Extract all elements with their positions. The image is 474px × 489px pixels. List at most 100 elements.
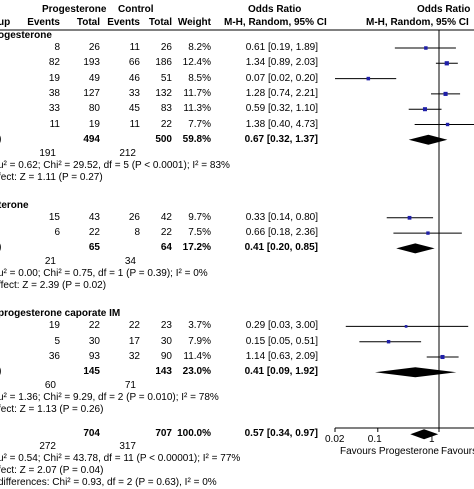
ci-cell: 0.07 [0.02, 0.20] [245,72,318,84]
subtotal-weight: 17.2% [182,242,211,254]
ci-cell: 0.33 [0.14, 0.80] [245,211,318,223]
subtotal-total1: 145 [83,366,100,378]
subgroup-heterogeneity: u² = 1.36; Chi² = 9.29, df = 2 (P = 0.01… [0,392,219,404]
subgroup-heterogeneity: u² = 0.00; Chi² = 0.75, df = 1 (P = 0.39… [0,268,208,280]
events2-cell: 32 [128,351,140,362]
subgroup-title: ogesterone [0,30,52,41]
events1-header: Events [27,17,60,28]
subtotal-label: ) [0,366,1,378]
events1-cell: 19 [48,320,60,332]
effect-square [407,215,412,220]
ci-cell: 0.59 [0.32, 1.10] [245,103,318,115]
odds-ratio-plot-header: Odds Ratio [417,4,471,15]
subtotal-label: ) [0,134,1,146]
events1-cell: 19 [48,72,60,84]
subgroup-events2: 34 [124,256,136,268]
total1-cell: 19 [88,118,100,130]
total2-cell: 30 [160,335,172,347]
odds-ratio-header: Odds Ratio [248,4,302,15]
events2-cell: 11 [129,42,140,53]
subtotal-total2: 143 [155,366,172,378]
ci-cell: 1.28 [0.74, 2.21] [245,87,318,99]
ci-cell: 1.34 [0.89, 2.03] [245,57,318,69]
ci-cell: 1.14 [0.63, 2.09] [245,351,318,362]
subtotal-total1: 65 [88,242,100,254]
events1-cell: 33 [48,103,60,115]
ci-cell: 0.15 [0.05, 0.51] [245,335,318,347]
events2-cell: 33 [128,87,140,99]
overall-ci: 0.57 [0.34, 0.97] [244,428,318,440]
effect-square [424,46,428,50]
group2-header: Control [118,4,154,15]
subgroup-differences: differences: Chi² = 0.93, df = 2 (P = 0.… [0,477,217,489]
subgroup-events1: 60 [44,380,56,392]
subtotal-diamond [374,367,457,378]
total2-cell: 90 [160,351,172,362]
effect-square [443,91,448,96]
overall-events1: 272 [39,441,56,453]
total2-cell: 23 [160,320,172,332]
total2-cell: 26 [160,42,172,53]
events2-cell: 17 [128,335,140,347]
weight-cell: 7.5% [188,227,211,239]
study-header: up [0,17,11,28]
subgroup-events1: 191 [39,147,56,159]
total1-header: Total [76,17,100,28]
total2-cell: 83 [160,103,172,115]
weight-cell: 3.7% [188,320,211,332]
effect-square [422,107,427,112]
events1-cell: 36 [48,351,60,362]
events2-cell: 26 [128,211,140,223]
group1-header: Progesterone [42,4,107,15]
total1-cell: 22 [88,320,100,332]
weight-cell: 12.4% [182,57,211,69]
subtotal-total2: 64 [160,242,172,254]
total1-cell: 30 [88,335,100,347]
total2-cell: 22 [160,227,172,239]
events1-cell: 11 [49,118,60,130]
effect-square [426,231,430,235]
x-tick-label: 0.02 [325,434,345,445]
total2-header: Total [148,17,172,28]
total1-cell: 193 [83,57,100,69]
ci-cell: 0.29 [0.03, 3.00] [245,320,318,332]
total1-cell: 22 [88,227,100,239]
events1-cell: 6 [54,227,60,239]
events1-cell: 38 [48,87,60,99]
total1-cell: 93 [88,351,100,362]
subgroup-title: progesterone caporate IM [0,308,121,320]
favours-left-label: Favours Progesterone [340,446,439,457]
subtotal-weight: 59.8% [182,133,211,145]
events2-cell: 45 [128,103,140,115]
method-header: M-H, Random, 95% CI [224,17,327,28]
effect-square [445,122,450,127]
ci-cell: 0.66 [0.18, 2.36] [245,227,318,239]
subgroup-title: terone [0,199,29,211]
overall-total2: 707 [155,428,172,440]
total1-cell: 43 [88,211,100,223]
subtotal-ci: 0.67 [0.32, 1.37] [244,133,318,145]
subtotal-weight: 23.0% [182,366,211,378]
overall-events2: 317 [119,441,136,453]
effect-square [444,61,449,66]
x-tick-label: 1 [429,434,435,445]
subgroup-heterogeneity: u² = 0.62; Chi² = 29.52, df = 5 (P < 0.0… [0,159,230,171]
subgroup-effect: fect: Z = 1.11 (P = 0.27) [0,171,103,183]
ci-cell: 0.61 [0.19, 1.89] [245,42,318,53]
weight-cell: 8.5% [188,72,211,84]
subtotal-label: ) [0,242,1,254]
events1-cell: 82 [48,57,60,69]
events2-header: Events [107,17,140,28]
weight-cell: 8.2% [188,42,211,53]
events1-cell: 5 [54,335,60,347]
overall-weight: 100.0% [177,428,211,440]
subtotal-ci: 0.41 [0.09, 1.92] [244,366,318,378]
weight-cell: 7.9% [188,335,211,347]
subgroup-events2: 71 [124,380,136,392]
total2-cell: 132 [155,87,172,99]
ci-cell: 1.38 [0.40, 4.73] [245,118,318,130]
effect-square [366,76,371,81]
weight-cell: 11.3% [183,103,211,115]
events2-cell: 66 [128,57,140,69]
total1-cell: 127 [83,87,100,99]
